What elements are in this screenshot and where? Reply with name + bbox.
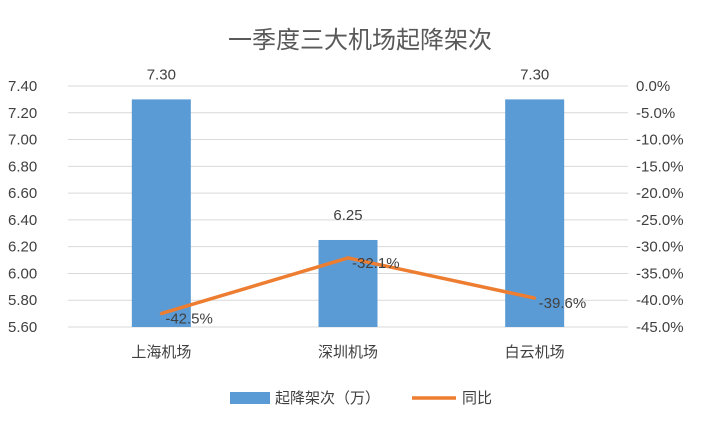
line-point <box>533 296 537 300</box>
x-category-label: 上海机场 <box>131 343 191 361</box>
bar <box>131 99 191 327</box>
y-right-tick-label: -35.0% <box>636 265 684 282</box>
legend-label-bar: 起降架次（万） <box>275 389 380 407</box>
line-point <box>159 312 163 316</box>
x-category-label: 白云机场 <box>505 343 565 361</box>
y-left-tick-label: 6.00 <box>8 265 37 282</box>
y-right-tick-label: -40.0% <box>636 292 684 309</box>
line-series: -42.5% -32.1% -39.6% <box>159 255 587 328</box>
bar <box>318 239 378 327</box>
bar-data-label: 6.25 <box>333 207 362 224</box>
y-left-tick-label: 7.40 <box>8 78 37 95</box>
chart-title: 一季度三大机场起降架次 <box>228 26 492 54</box>
line-data-label: -39.6% <box>539 295 587 312</box>
x-axis-categories: 上海机场 深圳机场 白云机场 <box>131 343 564 361</box>
legend: 起降架次（万） 同比 <box>230 389 492 407</box>
y-axis-left: 5.60 5.80 6.00 6.20 6.40 6.60 6.80 7.00 7.20 7.40 <box>8 78 37 336</box>
y-right-tick-label: -20.0% <box>636 185 684 202</box>
y-left-tick-label: 6.80 <box>8 158 37 175</box>
y-right-tick-label: -5.0% <box>636 105 675 122</box>
y-right-tick-label: -45.0% <box>636 319 684 336</box>
y-left-tick-label: 6.20 <box>8 239 37 256</box>
y-right-tick-label: -15.0% <box>636 158 684 175</box>
bar <box>505 99 565 327</box>
x-category-label: 深圳机场 <box>318 343 378 361</box>
y-right-tick-label: -25.0% <box>636 212 684 229</box>
y-left-tick-label: 7.00 <box>8 132 37 149</box>
bar-data-label: 7.30 <box>147 66 176 83</box>
y-left-tick-label: 5.80 <box>8 292 37 309</box>
bar-data-label: 7.30 <box>520 66 549 83</box>
y-left-tick-label: 5.60 <box>8 319 37 336</box>
line-data-label: -32.1% <box>352 255 400 272</box>
line-point <box>346 256 350 260</box>
y-right-tick-label: 0.0% <box>636 78 670 95</box>
y-left-tick-label: 7.20 <box>8 105 37 122</box>
y-axis-right: -45.0% -40.0% -35.0% -30.0% -25.0% -20.0% -15.… <box>636 78 684 336</box>
legend-label-line: 同比 <box>462 389 492 407</box>
bar-series: 7.30 6.25 7.30 <box>131 66 565 327</box>
y-right-tick-label: -10.0% <box>636 132 684 149</box>
legend-swatch-bar <box>230 392 270 404</box>
y-left-tick-label: 6.40 <box>8 212 37 229</box>
y-left-tick-label: 6.60 <box>8 185 37 202</box>
line-data-label: -42.5% <box>165 311 213 328</box>
y-right-tick-label: -30.0% <box>636 239 684 256</box>
